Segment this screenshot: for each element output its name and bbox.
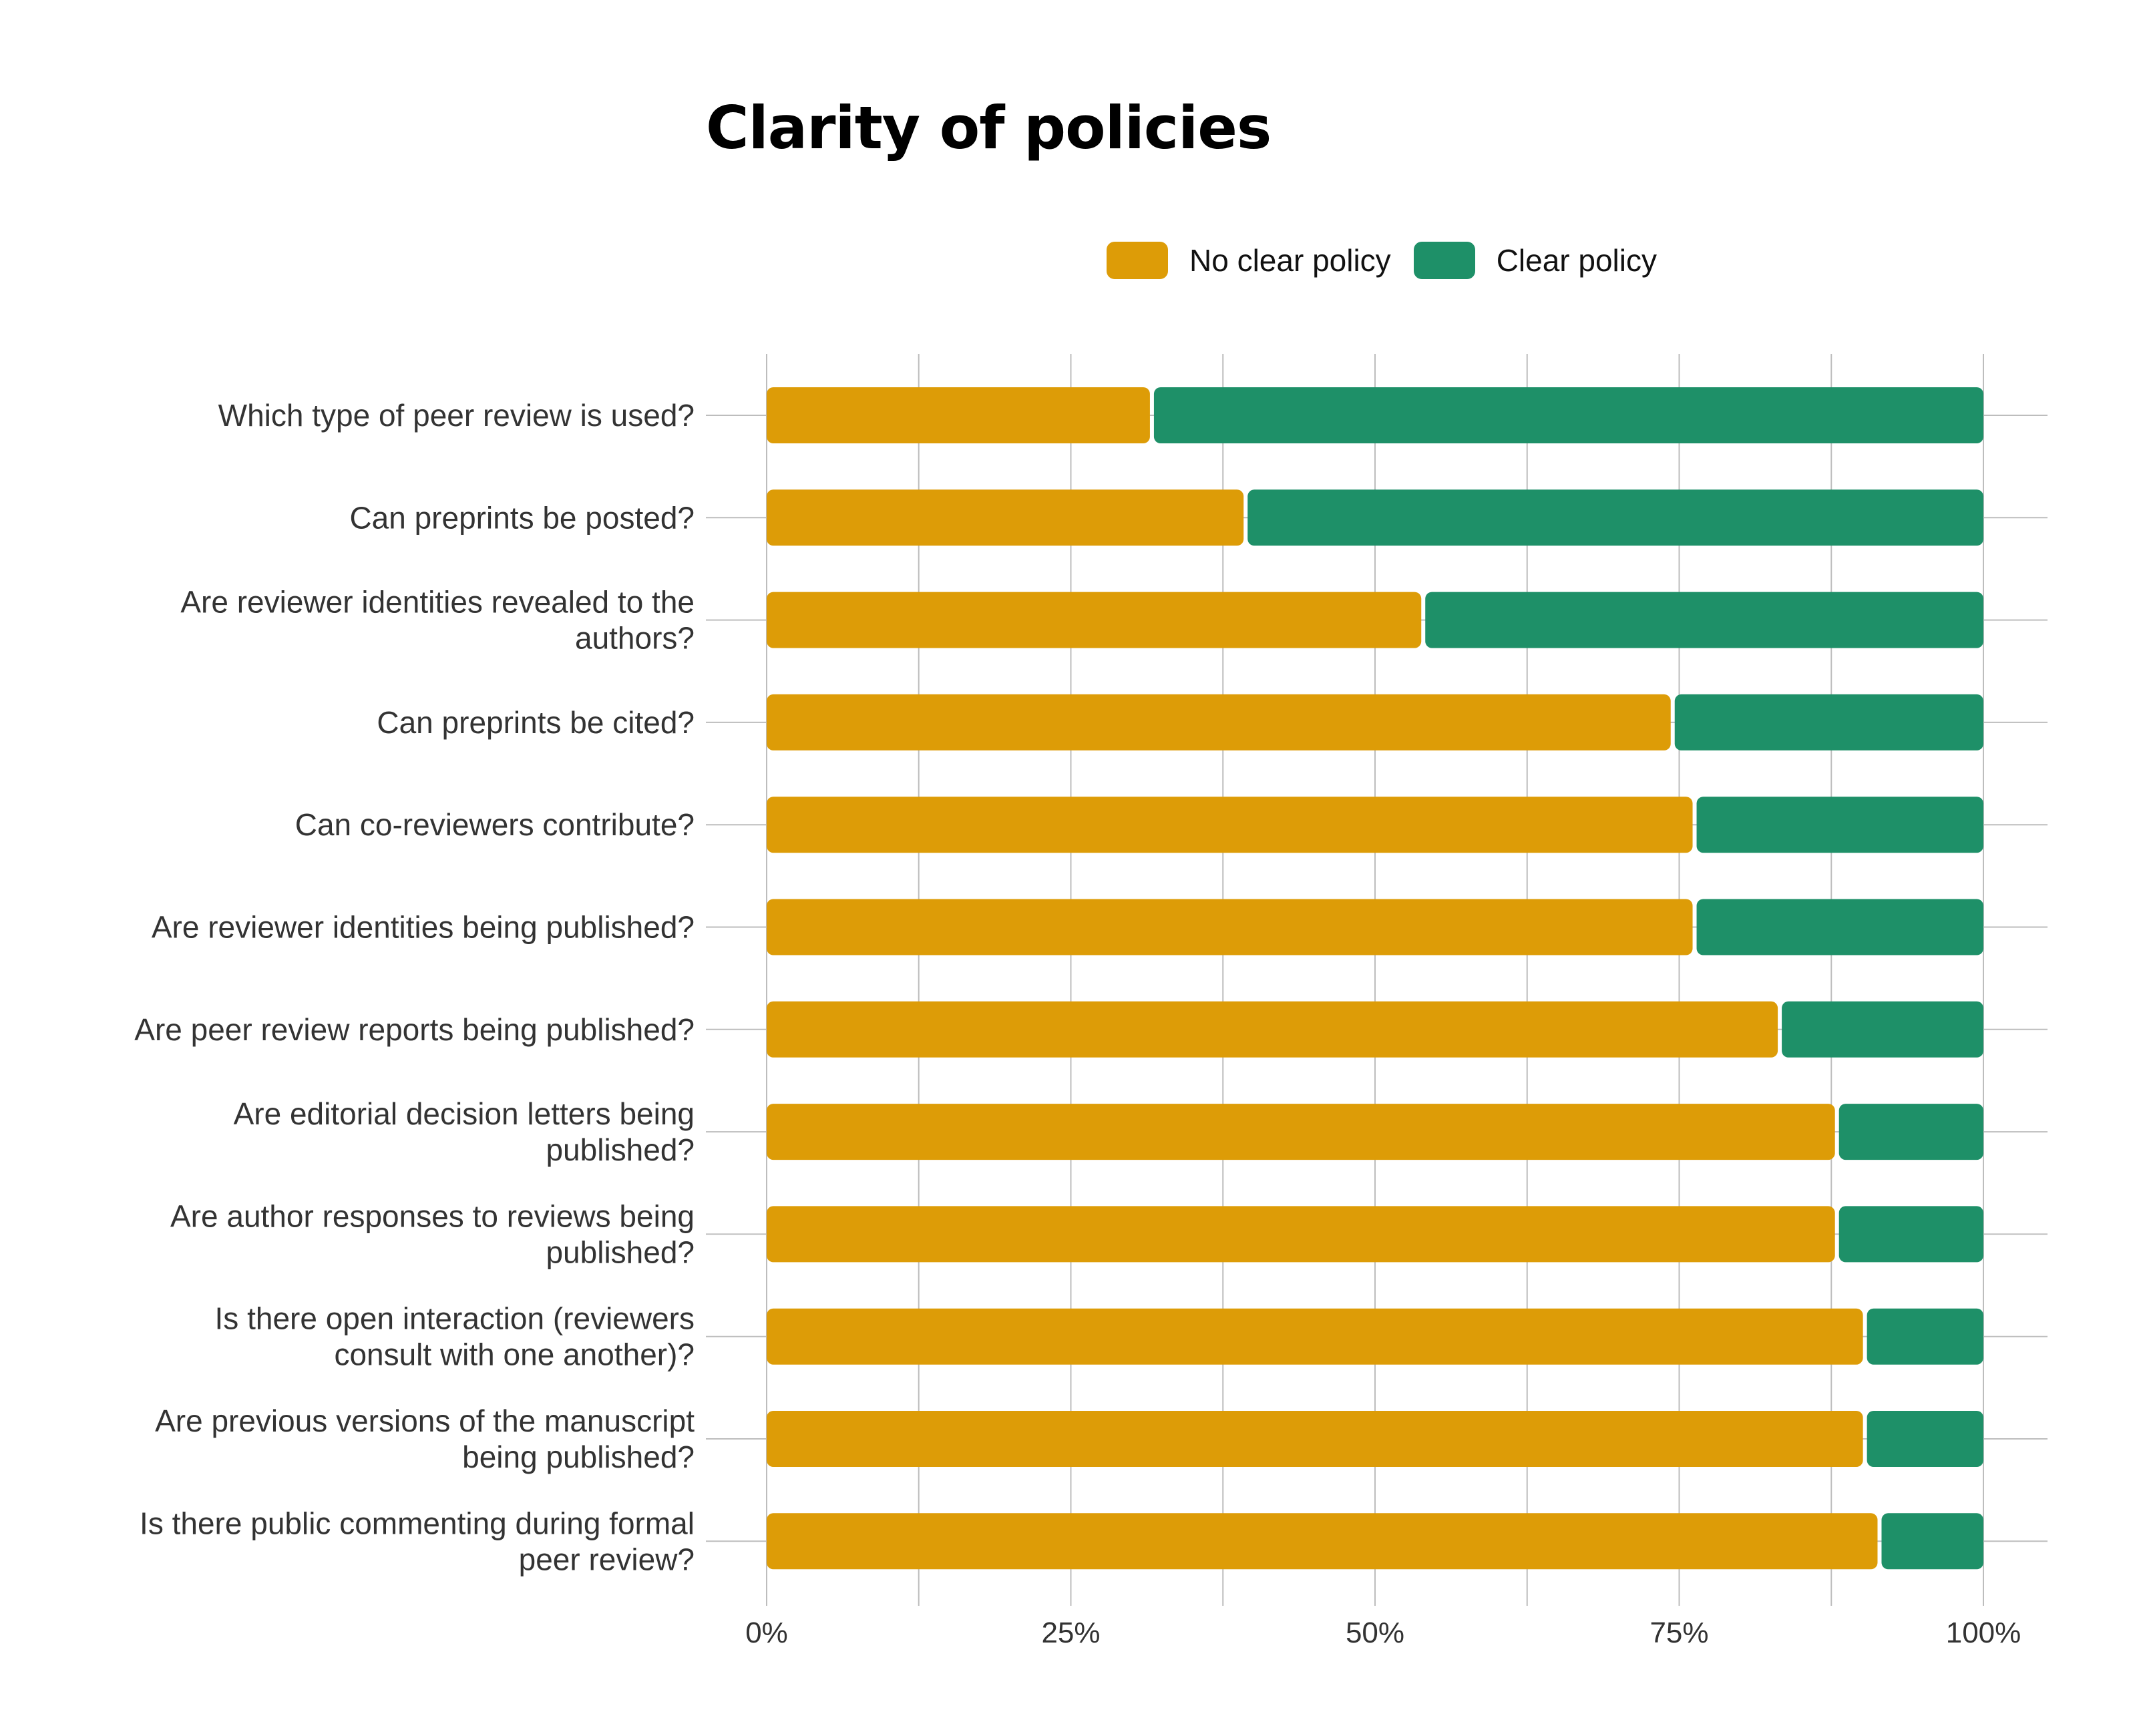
category-label: Are peer review reports being published?	[134, 1012, 695, 1047]
bar-clear-policy	[1881, 1513, 1983, 1570]
bar-clear-policy	[1867, 1411, 1983, 1467]
bar-clear-policy	[1782, 1001, 1983, 1058]
x-tick-label: 75%	[1649, 1616, 1708, 1649]
x-tick-label: 0%	[745, 1616, 788, 1649]
legend: No clear policy Clear policy	[1107, 239, 1680, 282]
bar-clear-policy	[1696, 899, 1983, 955]
bar-no-clear-policy	[767, 489, 1244, 546]
bar-no-clear-policy	[767, 387, 1150, 443]
bar-clear-policy	[1838, 1206, 1983, 1263]
bar-clear-policy	[1674, 694, 1983, 750]
category-label: Are previous versions of the manuscript	[155, 1403, 695, 1438]
category-label: Which type of peer review is used?	[218, 398, 695, 433]
bar-no-clear-policy	[767, 899, 1693, 955]
category-label: peer review?	[519, 1542, 695, 1576]
bar-clear-policy	[1838, 1104, 1983, 1160]
legend-swatch-clear-policy	[1413, 242, 1475, 279]
category-label: Are reviewer identities being published?	[152, 910, 695, 945]
bar-no-clear-policy	[767, 1001, 1778, 1058]
category-label: being published?	[462, 1440, 695, 1474]
category-label: consult with one another)?	[334, 1337, 695, 1372]
category-label: published?	[546, 1132, 695, 1167]
bar-clear-policy	[1153, 387, 1983, 443]
bar-no-clear-policy	[767, 1104, 1835, 1160]
bar-clear-policy	[1867, 1308, 1983, 1365]
category-label: Can preprints be cited?	[377, 705, 695, 740]
category-label: Can preprints be posted?	[349, 500, 695, 535]
bar-no-clear-policy	[767, 797, 1693, 853]
bar-clear-policy	[1425, 592, 1983, 648]
bar-clear-policy	[1247, 489, 1983, 546]
bar-no-clear-policy	[767, 1206, 1835, 1263]
bar-no-clear-policy	[767, 694, 1671, 750]
bar-no-clear-policy	[767, 592, 1422, 648]
category-label: Is there public commenting during formal	[140, 1506, 695, 1540]
x-tick-label: 100%	[1946, 1616, 2021, 1649]
category-label: published?	[546, 1235, 695, 1269]
bar-no-clear-policy	[767, 1513, 1878, 1570]
bar-no-clear-policy	[767, 1411, 1863, 1467]
legend-item-no-clear-policy[interactable]: No clear policy	[1107, 242, 1391, 279]
legend-swatch-no-clear-policy	[1107, 242, 1168, 279]
x-tick-label: 50%	[1346, 1616, 1404, 1649]
category-label: Are editorial decision letters being	[234, 1096, 695, 1131]
bar-no-clear-policy	[767, 1308, 1863, 1365]
x-tick-label: 25%	[1041, 1616, 1100, 1649]
legend-label-no-clear-policy: No clear policy	[1189, 243, 1391, 278]
legend-item-clear-policy[interactable]: Clear policy	[1413, 242, 1657, 279]
category-label: Are author responses to reviews being	[170, 1199, 695, 1233]
chart-title: Clarity of policies	[706, 93, 1272, 162]
category-label: authors?	[575, 621, 695, 656]
category-label: Is there open interaction (reviewers	[215, 1301, 695, 1336]
category-label: Are reviewer identities revealed to the	[180, 585, 695, 620]
legend-label-clear-policy: Clear policy	[1496, 243, 1657, 278]
bar-clear-policy	[1696, 797, 1983, 853]
category-label: Can co-reviewers contribute?	[295, 807, 695, 842]
